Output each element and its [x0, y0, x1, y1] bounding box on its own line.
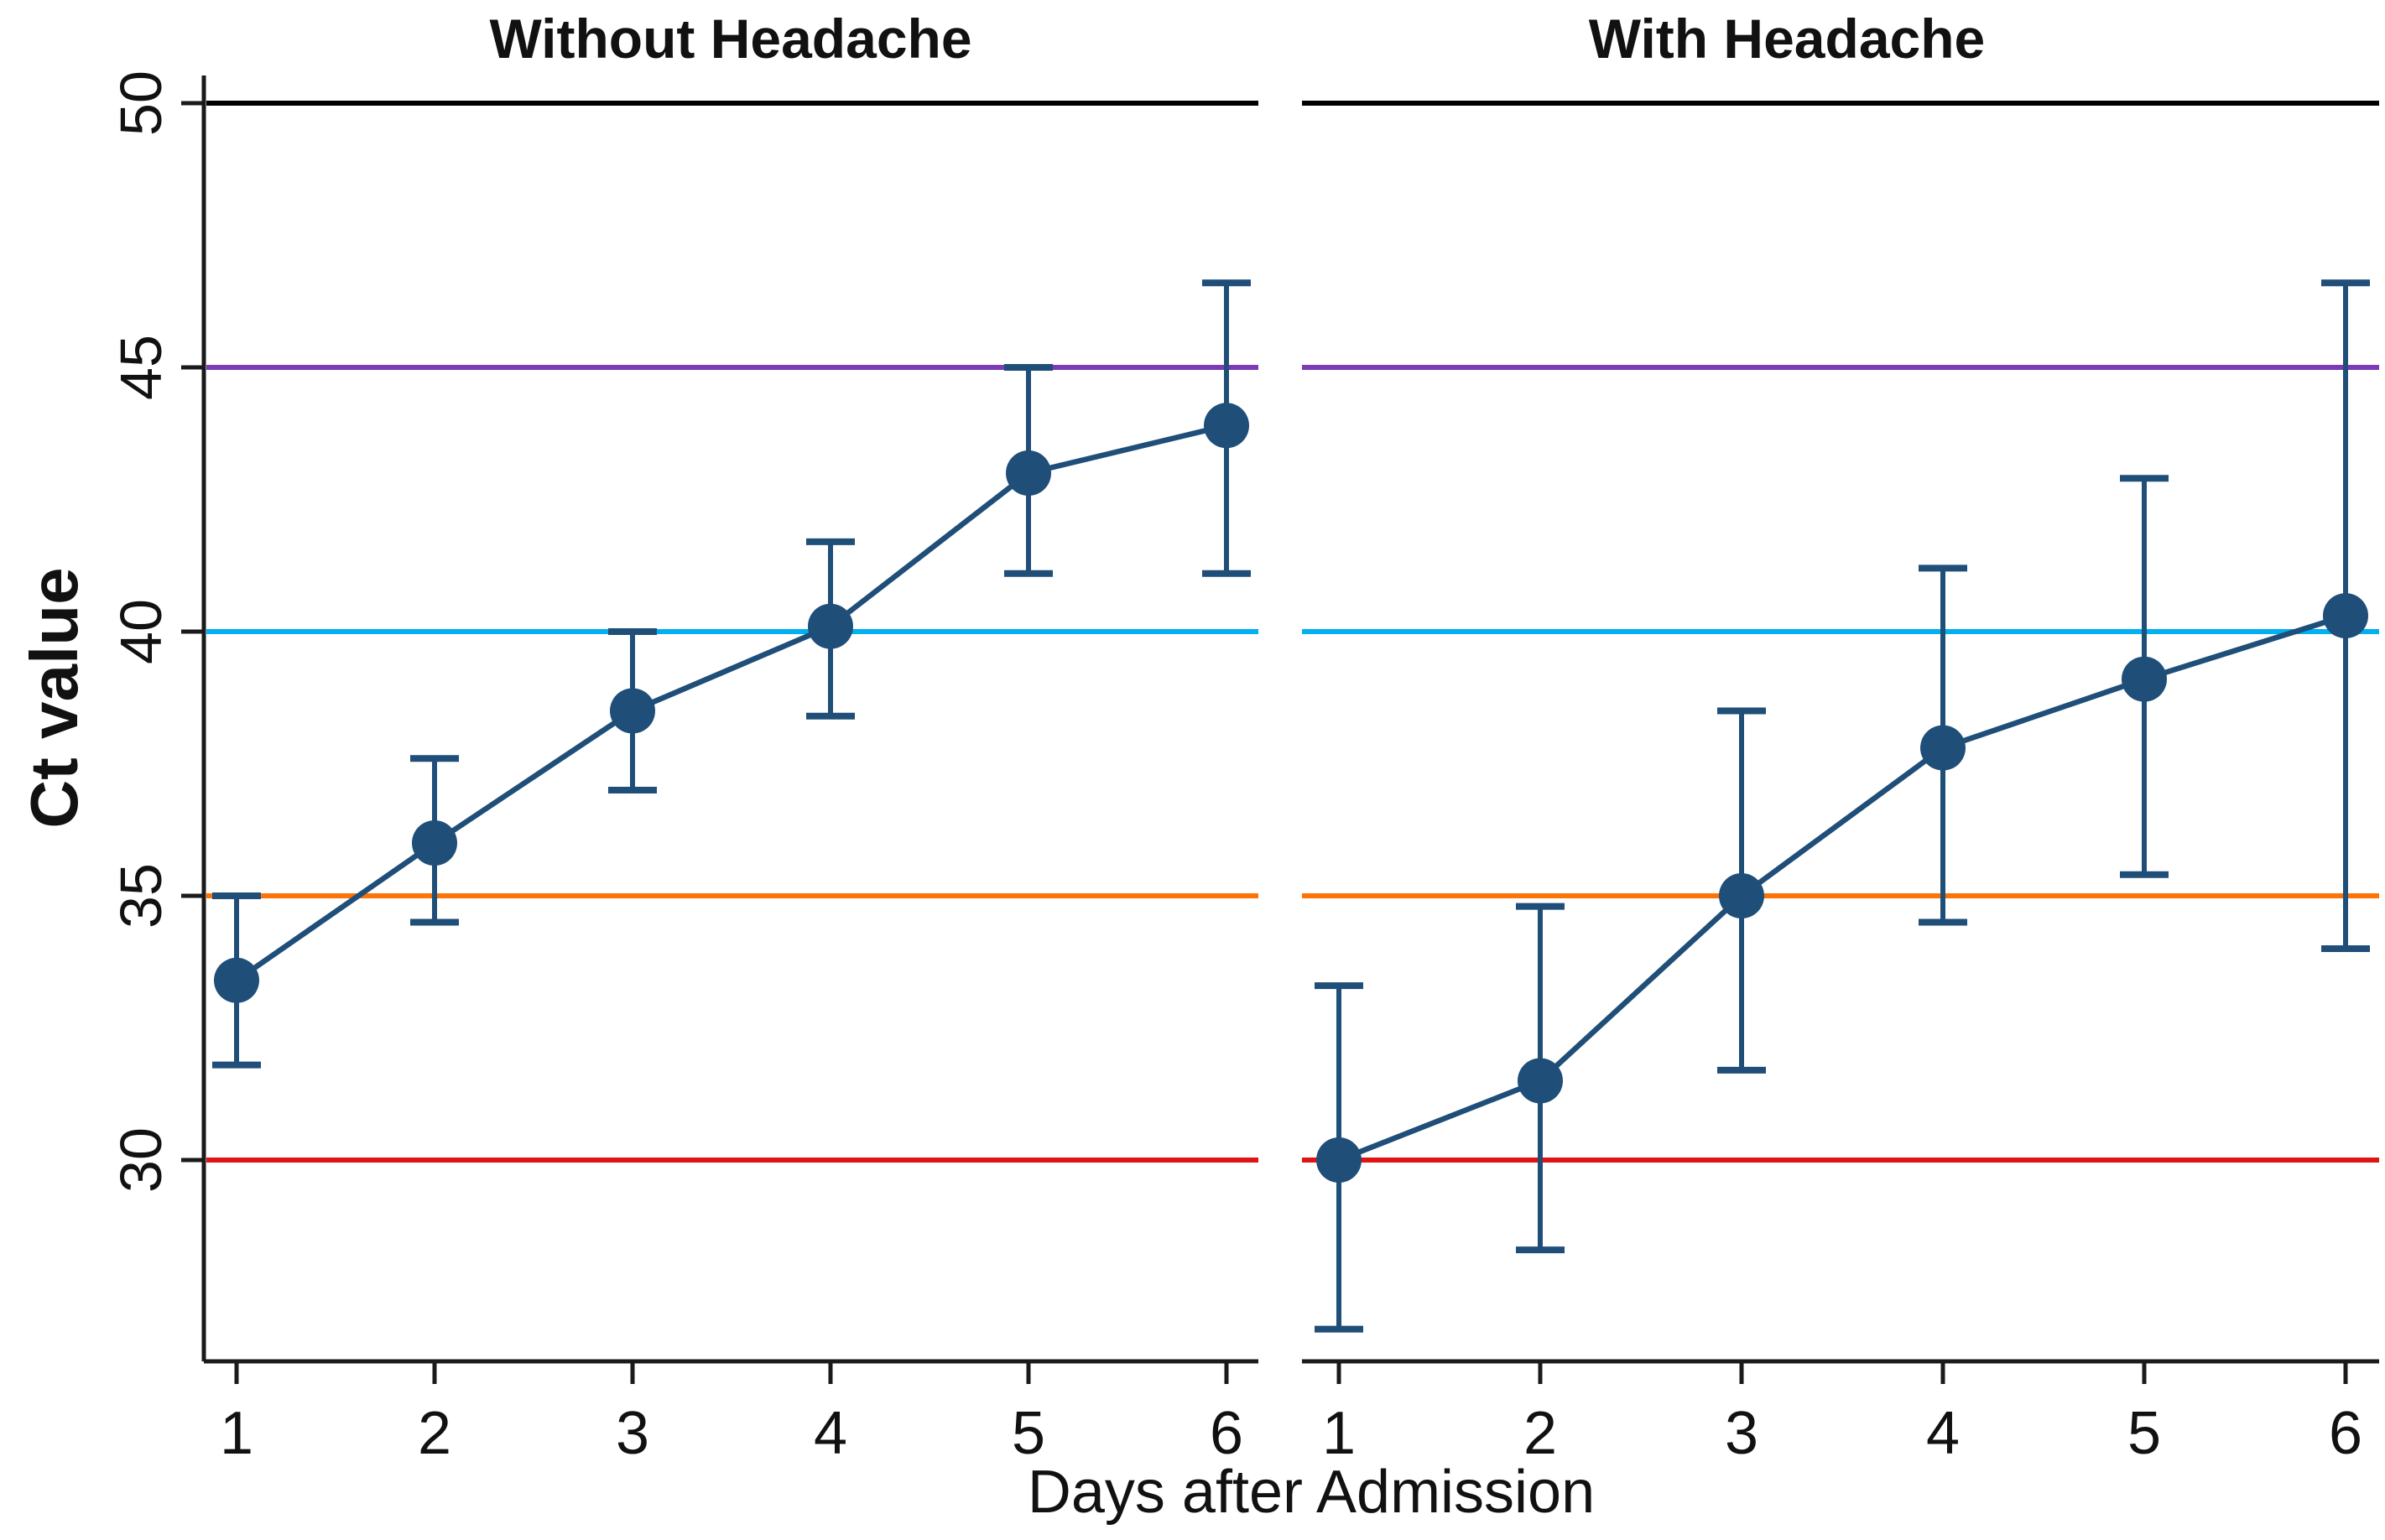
- x-tick-label-day-1: 1: [1322, 1400, 1356, 1467]
- mean-marker-day-6: [2323, 593, 2368, 639]
- mean-marker-day-5: [2122, 656, 2167, 702]
- mean-marker-day-1: [1316, 1137, 1362, 1183]
- x-tick-label-day-5: 5: [2127, 1400, 2161, 1467]
- mean-marker-day-2: [412, 820, 457, 866]
- mean-marker-day-1: [214, 957, 259, 1003]
- x-tick-label-day-3: 3: [616, 1400, 649, 1467]
- y-tick-label-40: 40: [108, 599, 174, 664]
- panel-with-headache: 1 2 3 4 5 6: [1302, 101, 2379, 1467]
- panel-title-with-headache: With Headache: [1588, 8, 1986, 70]
- x-tick-label-day-1: 1: [220, 1400, 253, 1467]
- mean-marker-day-2: [1518, 1058, 1563, 1104]
- y-tick-label-45: 45: [108, 335, 174, 400]
- x-tick-label-day-2: 2: [1523, 1400, 1557, 1467]
- x-tick-label-day-2: 2: [418, 1400, 451, 1467]
- mean-marker-day-5: [1006, 450, 1051, 496]
- series-line: [235, 423, 1227, 983]
- x-tick-label-day-6: 6: [1210, 1400, 1243, 1467]
- y-tick-label-30: 30: [108, 1127, 174, 1193]
- mean-marker-day-3: [610, 688, 655, 734]
- x-axis-label: Days after Admission: [1027, 1459, 1596, 1526]
- series-line: [1337, 613, 2346, 1163]
- panel-title-without-headache: Without Headache: [489, 8, 972, 70]
- mean-marker-day-3: [1719, 873, 1764, 918]
- x-tick-label-day-6: 6: [2329, 1400, 2362, 1467]
- mean-marker-day-4: [1920, 725, 1966, 771]
- x-tick-label-day-4: 4: [814, 1400, 847, 1467]
- x-tick-label-day-4: 4: [1926, 1400, 1960, 1467]
- x-tick-label-day-3: 3: [1725, 1400, 1758, 1467]
- y-tick-label-50: 50: [108, 70, 174, 136]
- y-tick-label-35: 35: [108, 863, 174, 929]
- x-tick-label-day-5: 5: [1012, 1400, 1045, 1467]
- mean-marker-day-4: [808, 603, 853, 649]
- mean-marker-day-6: [1204, 403, 1249, 449]
